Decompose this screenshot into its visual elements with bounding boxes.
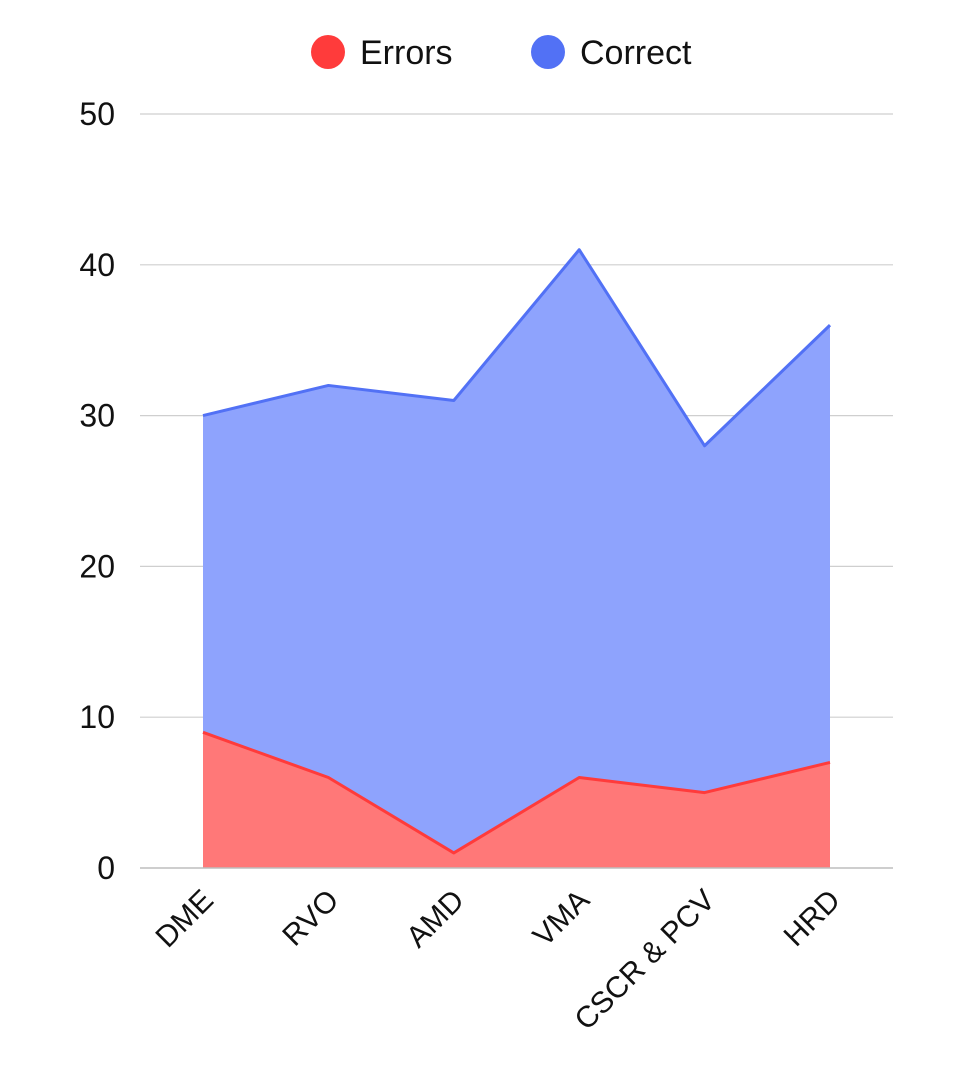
y-tick-label: 40	[79, 247, 115, 283]
legend-item-errors: Errors	[311, 34, 453, 72]
legend: Errors Correct	[311, 34, 692, 72]
plot-areas	[203, 249, 830, 868]
y-tick-label: 10	[79, 699, 115, 735]
x-tick-label-amd: AMD	[400, 884, 470, 954]
legend-swatch-correct	[531, 35, 565, 69]
y-tick-label: 30	[79, 398, 115, 434]
legend-item-correct: Correct	[531, 34, 692, 72]
legend-swatch-errors	[311, 35, 345, 69]
line-errors	[202, 730, 831, 855]
y-axis: 0 10 20 30 40 50	[79, 96, 115, 886]
area-correct	[203, 249, 830, 853]
legend-label-errors: Errors	[360, 34, 453, 72]
y-tick-label: 0	[97, 850, 115, 886]
x-tick-label-dme: DME	[149, 884, 219, 954]
area-errors	[203, 732, 830, 868]
y-tick-label: 50	[79, 96, 115, 132]
y-tick-label: 20	[79, 548, 115, 584]
plot-lines	[202, 248, 832, 855]
x-tick-label-vma: VMA	[527, 884, 596, 953]
x-tick-label-hrd: HRD	[778, 884, 847, 953]
legend-label-correct: Correct	[580, 34, 692, 72]
x-tick-label-rvo: RVO	[276, 884, 345, 953]
line-correct	[202, 248, 832, 448]
